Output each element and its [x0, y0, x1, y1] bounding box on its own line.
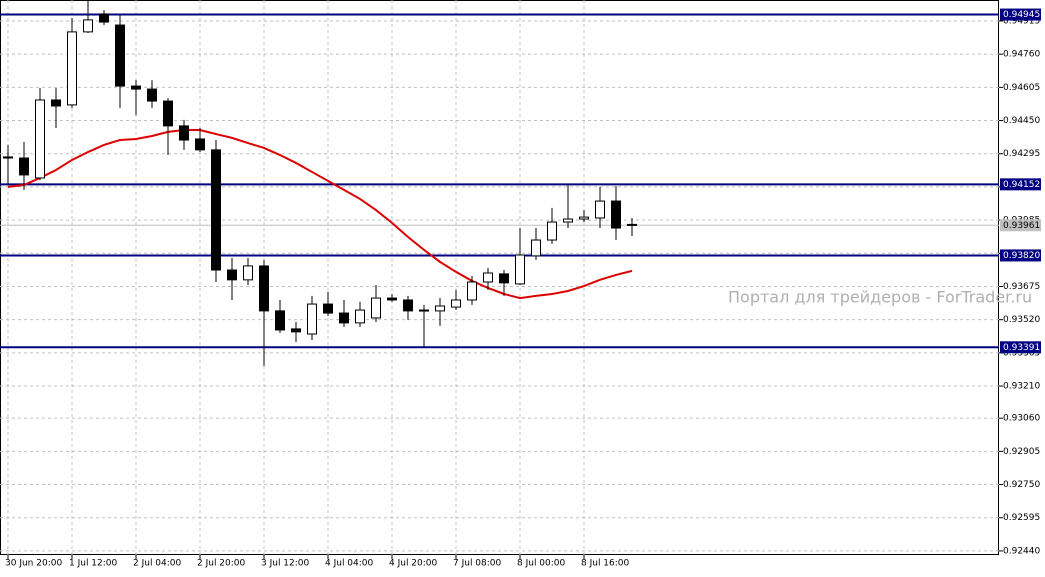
level-label: 0.94945 [1003, 10, 1040, 20]
candle-body [3, 156, 13, 159]
x-tick-label: 4 Jul 04:00 [325, 559, 374, 569]
level-box [1000, 341, 1041, 354]
candle-body [515, 254, 525, 285]
candle-body [435, 305, 445, 312]
candle-body [451, 299, 461, 308]
y-tick-label: 0.92440 [1003, 546, 1040, 556]
candle-body [99, 13, 109, 23]
x-tick-label: 2 Jul 20:00 [197, 559, 246, 569]
y-tick-label: 0.92750 [1003, 480, 1040, 490]
level-label: 0.93820 [1003, 251, 1040, 261]
candle-body [467, 281, 477, 301]
y-tick-label: 0.93675 [1003, 282, 1040, 292]
candle-body [163, 100, 173, 127]
watermark: Портал для трейдеров - ForTrader.ru [728, 288, 1032, 307]
current-price-label: 0.93961 [1003, 221, 1040, 231]
level-box [1000, 178, 1041, 191]
current-price-box [1000, 219, 1041, 232]
x-tick-label: 2 Jul 04:00 [133, 559, 182, 569]
x-tick-label: 4 Jul 20:00 [389, 559, 438, 569]
x-tick-label: 30 Jun 20:00 [5, 559, 62, 569]
candle-body [307, 303, 317, 335]
candle-body [131, 85, 141, 90]
candle-body [35, 99, 45, 179]
x-tick-label: 8 Jul 16:00 [581, 559, 630, 569]
x-tick-label: 3 Jul 12:00 [261, 559, 310, 569]
candle-body [371, 297, 381, 319]
candle-body [227, 269, 237, 281]
candle-body [627, 223, 637, 226]
level-box [1000, 8, 1041, 21]
candle-body [387, 297, 397, 301]
y-tick-label: 0.94605 [1003, 83, 1040, 93]
y-tick-label: 0.94450 [1003, 116, 1040, 126]
candle-body [339, 312, 349, 324]
y-tick-label: 0.94295 [1003, 149, 1040, 159]
candle-body [595, 200, 605, 219]
level-box [1000, 249, 1041, 262]
level-label: 0.94152 [1003, 180, 1040, 190]
plot-frame [0, 0, 999, 555]
candle-body [499, 273, 509, 284]
candle-body [531, 239, 541, 257]
y-tick-label: 0.94915 [1003, 16, 1040, 26]
y-tick-label: 0.92595 [1003, 513, 1040, 523]
y-tick-label: 0.93060 [1003, 414, 1040, 424]
candle-body [19, 157, 29, 176]
candle-body [611, 200, 621, 229]
candle-body [355, 309, 365, 324]
candle-body [403, 299, 413, 312]
candle-body [579, 216, 589, 220]
candle-body [259, 265, 269, 312]
x-tick-label: 8 Jul 00:00 [517, 559, 566, 569]
candle-body [115, 24, 125, 87]
candle-body [563, 218, 573, 223]
candle-body [291, 328, 301, 333]
candle-body [243, 265, 253, 281]
candle-body [483, 272, 493, 283]
candle-body [179, 125, 189, 141]
level-label: 0.93391 [1003, 343, 1040, 353]
candle-body [147, 88, 157, 102]
candle-body [67, 31, 77, 106]
y-tick-label: 0.94760 [1003, 50, 1040, 60]
moving-average [7, 128, 633, 300]
candle-body [275, 310, 285, 331]
x-tick-label: 7 Jul 08:00 [453, 559, 502, 569]
candle-body [419, 309, 429, 312]
candle-body [83, 19, 93, 33]
y-tick-label: 0.93210 [1003, 382, 1040, 392]
candle-body [211, 149, 221, 271]
y-tick-label: 0.93365 [1003, 348, 1040, 358]
x-tick-label: 1 Jul 12:00 [69, 559, 118, 569]
candle-body [195, 138, 205, 151]
candle-body [547, 221, 557, 241]
candle-body [51, 99, 61, 107]
candle-body [323, 303, 333, 314]
y-tick-label: 0.92905 [1003, 447, 1040, 457]
y-tick-label: 0.93520 [1003, 315, 1040, 325]
